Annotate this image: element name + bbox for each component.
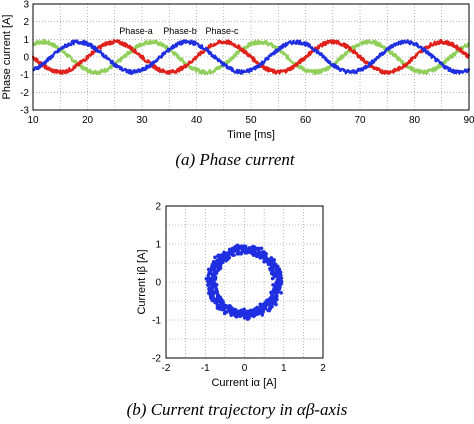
trajectory-point bbox=[235, 252, 240, 256]
chart-a-x-axis-label: Time [ms] bbox=[227, 129, 275, 141]
series-line-phase-b bbox=[32, 39, 470, 76]
trajectory-point bbox=[225, 251, 230, 255]
y-tick-label: -1 bbox=[20, 70, 29, 81]
trajectory-point bbox=[246, 315, 251, 319]
x-tick-label: -2 bbox=[162, 363, 171, 374]
trajectory-point bbox=[243, 251, 248, 255]
trajectory-point bbox=[279, 291, 283, 295]
y-tick-label: 2 bbox=[23, 17, 29, 28]
x-tick-label: 40 bbox=[191, 115, 203, 126]
chart-a-plot-frame bbox=[32, 3, 470, 111]
y-tick-label: 1 bbox=[155, 240, 161, 251]
x-tick-label: 2 bbox=[320, 363, 326, 374]
trajectory-point bbox=[224, 258, 228, 263]
x-tick-label: 10 bbox=[27, 115, 39, 126]
y-tick-label: 0 bbox=[155, 278, 161, 289]
trajectory-point bbox=[206, 273, 211, 278]
y-tick-label: 2 bbox=[155, 202, 161, 213]
legend-phase-b: Phase-b bbox=[163, 26, 197, 36]
trajectory-point bbox=[210, 286, 215, 290]
trajectory-point bbox=[208, 293, 213, 298]
trajectory-point bbox=[255, 246, 259, 251]
y-tick-label: -2 bbox=[20, 88, 29, 99]
chart-b-caption: (b) Current trajectory in αβ-axis bbox=[127, 400, 348, 419]
trajectory-point bbox=[274, 267, 278, 272]
chart-b-y-axis-label: Current iβ [A] bbox=[136, 249, 148, 314]
trajectory-point bbox=[235, 249, 239, 253]
trajectory-point bbox=[230, 252, 234, 257]
x-tick-label: 20 bbox=[82, 115, 94, 126]
chart-b-x-axis-label: Current iα [A] bbox=[211, 377, 276, 389]
trajectory-point bbox=[258, 302, 263, 307]
trajectory-point bbox=[270, 304, 274, 309]
chart-a-caption: (a) Phase current bbox=[175, 150, 296, 169]
y-tick-label: 3 bbox=[23, 0, 29, 11]
y-tick-label: 0 bbox=[23, 53, 29, 64]
chart-b: -2 -1 0 1 2 2 1 0 -1 -2 Current iα [A] Current i… bbox=[127, 202, 348, 420]
trajectory-point bbox=[242, 308, 246, 312]
trajectory-point bbox=[206, 279, 210, 284]
chart-b-plot-frame bbox=[165, 205, 324, 359]
x-tick-label: 30 bbox=[136, 115, 148, 126]
trajectory-point bbox=[212, 268, 216, 273]
trajectory-point bbox=[259, 246, 264, 251]
x-tick-label: 70 bbox=[354, 115, 366, 126]
y-tick-label: -2 bbox=[152, 354, 161, 365]
series-line-phase-c bbox=[31, 39, 471, 75]
chart-b-y-tick-labels: 2 1 0 -1 -2 bbox=[152, 202, 161, 365]
legend-phase-c: Phase-c bbox=[205, 26, 239, 36]
trajectory-point bbox=[213, 290, 217, 295]
trajectory-point bbox=[271, 283, 275, 287]
x-tick-label: 50 bbox=[245, 115, 257, 126]
y-tick-label: 1 bbox=[23, 35, 29, 46]
trajectory-point bbox=[219, 260, 224, 264]
chart-a-series bbox=[31, 39, 471, 76]
x-tick-label: 80 bbox=[409, 115, 421, 126]
chart-a-y-axis-label: Phase current [A] bbox=[1, 15, 13, 100]
y-tick-label: -1 bbox=[152, 316, 161, 327]
chart-b-x-tick-labels: -2 -1 0 1 2 bbox=[162, 363, 327, 374]
trajectory-point bbox=[260, 250, 265, 254]
trajectory-point bbox=[261, 309, 266, 314]
x-tick-label: 90 bbox=[463, 115, 474, 126]
chart-b-grid bbox=[166, 206, 323, 358]
y-tick-label: -3 bbox=[20, 106, 29, 117]
x-tick-label: 0 bbox=[242, 363, 248, 374]
series-line-phase-a bbox=[31, 39, 471, 75]
chart-a-y-tick-labels: 3 2 1 0 -1 -2 -3 bbox=[20, 0, 29, 117]
trajectory-point bbox=[225, 310, 229, 314]
trajectory-point bbox=[206, 283, 210, 287]
trajectory-point bbox=[215, 300, 220, 304]
trajectory-point bbox=[213, 255, 217, 260]
chart-b-points bbox=[204, 243, 284, 321]
trajectory-point bbox=[276, 280, 280, 285]
chart-a-x-tick-labels: 10 20 30 40 50 60 70 80 90 bbox=[27, 115, 474, 126]
x-tick-label: 1 bbox=[281, 363, 287, 374]
trajectory-point bbox=[278, 273, 283, 277]
trajectory-point bbox=[273, 271, 278, 276]
trajectory-point bbox=[229, 305, 233, 309]
legend-phase-a: Phase-a bbox=[119, 26, 153, 36]
trajectory-point bbox=[278, 280, 283, 285]
x-tick-label: -1 bbox=[201, 363, 210, 374]
x-tick-label: 60 bbox=[300, 115, 312, 126]
